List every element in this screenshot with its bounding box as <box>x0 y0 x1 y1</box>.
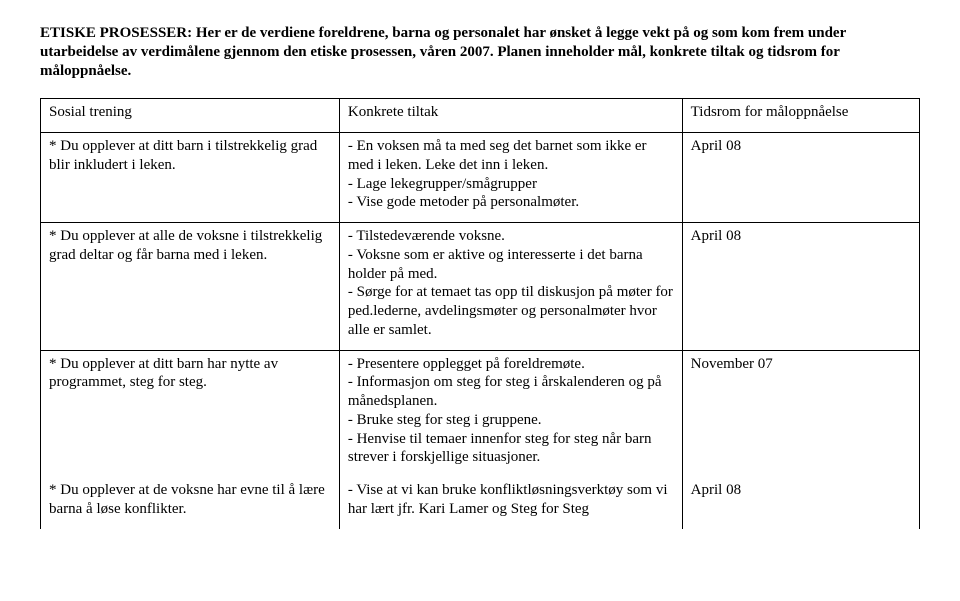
cell-tidsrom: April 08 <box>682 223 919 351</box>
cell-goal: * Du opplever at alle de voksne i tilstr… <box>41 223 340 351</box>
cell-tiltak: - En voksen må ta med seg det barnet som… <box>339 133 682 223</box>
cell-goal: * Du opplever at de voksne har evne til … <box>41 477 340 529</box>
cell-tidsrom: April 08 <box>682 133 919 223</box>
cell-goal: * Du opplever at ditt barn i tilstrekkel… <box>41 133 340 223</box>
header-col1: Sosial trening <box>41 99 340 133</box>
header-col2: Konkrete tiltak <box>339 99 682 133</box>
intro-paragraph: ETISKE PROSESSER: Her er de verdiene for… <box>40 24 920 80</box>
header-col3: Tidsrom for måloppnåelse <box>682 99 919 133</box>
cell-tiltak: - Vise at vi kan bruke konfliktløsningsv… <box>339 477 682 529</box>
cell-tiltak: - Presentere opplegget på foreldremøte.-… <box>339 350 682 477</box>
cell-tiltak: - Tilstedeværende voksne.- Voksne som er… <box>339 223 682 351</box>
table-row: * Du opplever at ditt barn i tilstrekkel… <box>41 133 920 223</box>
plan-table: Sosial trening Konkrete tiltak Tidsrom f… <box>40 98 920 528</box>
table-row: * Du opplever at de voksne har evne til … <box>41 477 920 529</box>
cell-tidsrom: November 07 <box>682 350 919 477</box>
table-row: * Du opplever at ditt barn har nytte av … <box>41 350 920 477</box>
cell-goal: * Du opplever at ditt barn har nytte av … <box>41 350 340 477</box>
table-header-row: Sosial trening Konkrete tiltak Tidsrom f… <box>41 99 920 133</box>
table-row: * Du opplever at alle de voksne i tilstr… <box>41 223 920 351</box>
cell-tidsrom: April 08 <box>682 477 919 529</box>
